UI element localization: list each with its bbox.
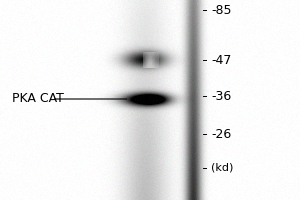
Text: -26: -26 (211, 128, 231, 140)
Text: PKA CAT: PKA CAT (12, 92, 64, 106)
Text: -85: -85 (211, 3, 232, 17)
Text: -47: -47 (211, 53, 231, 66)
Text: (kd): (kd) (211, 163, 233, 173)
Text: -36: -36 (211, 90, 231, 102)
